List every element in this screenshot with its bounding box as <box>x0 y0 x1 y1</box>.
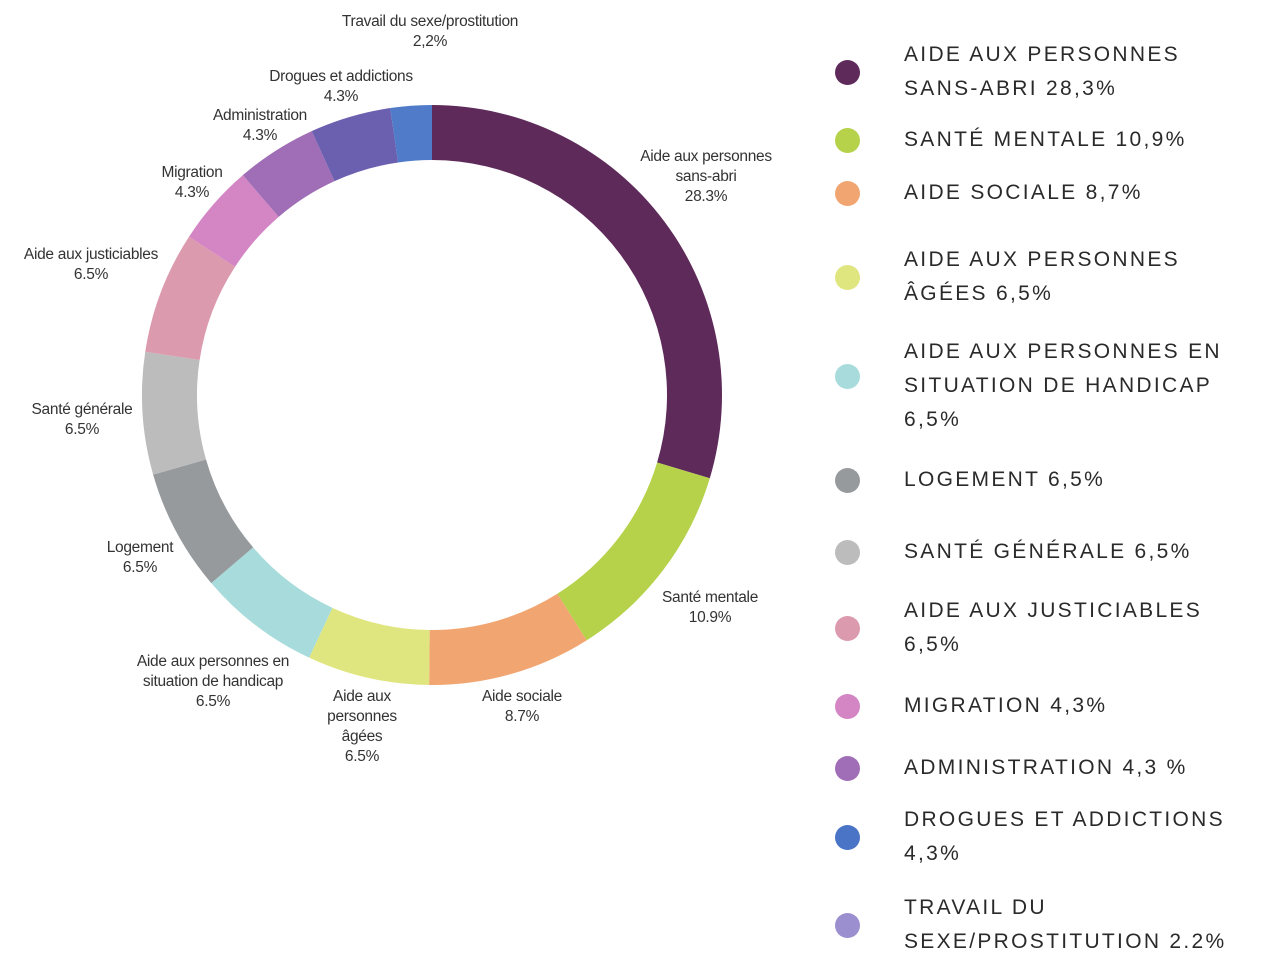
legend-swatch <box>835 265 860 290</box>
legend-swatch <box>835 694 860 719</box>
legend-swatch <box>835 468 860 493</box>
donut-slice <box>153 459 254 584</box>
donut-slice <box>189 175 279 267</box>
slice-label: Travail du sexe/prostitution 2,2% <box>340 12 520 52</box>
legend-label: AIDE AUX JUSTICIABLES 6,5% <box>904 599 1203 656</box>
slice-label: Santé générale 6.5% <box>12 400 152 440</box>
legend-label: ADMINISTRATION 4,3 % <box>904 756 1188 779</box>
slice-value: 8.7% <box>504 708 540 725</box>
slice-category: Aide aux justiciables <box>23 246 159 263</box>
donut-slice <box>142 351 207 475</box>
legend-swatch <box>835 756 860 781</box>
slice-category: Administration <box>212 107 307 124</box>
slice-value: 4.3% <box>174 184 210 201</box>
chart <box>142 105 722 685</box>
slice-category: Santé mentale <box>661 589 759 606</box>
legend-swatch <box>835 128 860 153</box>
legend-swatch <box>835 364 860 389</box>
slice-value: 6.5% <box>64 421 100 438</box>
slice-category: Aide aux personnes âgées <box>327 688 397 745</box>
slice-value: 2,2% <box>412 33 448 50</box>
slice-category: Migration <box>161 164 223 181</box>
slice-label: Aide sociale 8.7% <box>452 687 592 727</box>
donut-slice <box>211 547 333 658</box>
slice-label: Administration 4.3% <box>190 106 330 146</box>
legend-label: MIGRATION 4,3% <box>904 694 1108 717</box>
slice-label: Logement 6.5% <box>80 538 200 578</box>
legend-swatch <box>835 913 860 938</box>
donut-slice <box>145 236 236 360</box>
slice-value: 4.3% <box>242 127 278 144</box>
legend-swatch <box>835 60 860 85</box>
slice-category: Logement <box>106 539 174 556</box>
slice-value: 10.9% <box>688 609 732 626</box>
donut-slice <box>557 462 710 641</box>
slice-category: Drogues et addictions <box>269 68 413 85</box>
legend-label: TRAVAIL DU SEXE/PROSTITUTION 2.2% <box>904 896 1227 953</box>
legend-label: LOGEMENT 6,5% <box>904 468 1106 491</box>
legend-label: AIDE AUX PERSONNES SANS-ABRI 28,3% <box>904 43 1180 100</box>
slice-category: Aide sociale <box>482 688 562 705</box>
slice-label: Aide aux personnes sans-abri 28.3% <box>639 147 774 207</box>
slice-value: 6.5% <box>122 559 158 576</box>
slice-category: Aide aux personnes sans-abri <box>640 148 772 185</box>
slice-value: 6.5% <box>195 693 231 710</box>
slice-label: Aide aux justiciables 6.5% <box>1 245 181 285</box>
donut-slice <box>311 108 399 182</box>
slice-value: 6.5% <box>344 748 380 765</box>
slice-value: 6.5% <box>73 266 109 283</box>
legend-label: DROGUES ET ADDICTIONS 4,3% <box>904 808 1225 865</box>
slice-label: Santé mentale 10.9% <box>635 588 785 628</box>
slice-value: 28.3% <box>684 188 728 205</box>
legend-swatch <box>835 616 860 641</box>
donut-slice <box>432 105 722 479</box>
slice-label: Migration 4.3% <box>132 163 252 203</box>
slice-value: 4.3% <box>323 88 359 105</box>
legend-label: SANTÉ MENTALE 10,9% <box>904 128 1187 151</box>
legend-label: AIDE AUX PERSONNES ÂGÉES 6,5% <box>904 248 1180 305</box>
slice-category: Aide aux personnes en situation de handi… <box>136 653 290 690</box>
legend-swatch <box>835 540 860 565</box>
donut-slice <box>390 105 432 163</box>
donut-slice <box>242 131 335 217</box>
legend-swatch <box>835 181 860 206</box>
legend-label: SANTÉ GÉNÉRALE 6,5% <box>904 540 1192 563</box>
donut-slice <box>429 593 587 685</box>
slice-category: Travail du sexe/prostitution <box>341 13 519 30</box>
slice-label: Aide aux personnes âgées 6.5% <box>317 687 407 767</box>
slice-label: Aide aux personnes en situation de handi… <box>126 652 301 712</box>
legend-label: AIDE AUX PERSONNES EN SITUATION DE HANDI… <box>904 340 1222 431</box>
donut-slice <box>309 607 430 685</box>
slice-label: Drogues et addictions 4.3% <box>241 67 441 107</box>
legend-swatch <box>835 825 860 850</box>
slice-category: Santé générale <box>31 401 133 418</box>
legend-label: AIDE SOCIALE 8,7% <box>904 181 1143 204</box>
